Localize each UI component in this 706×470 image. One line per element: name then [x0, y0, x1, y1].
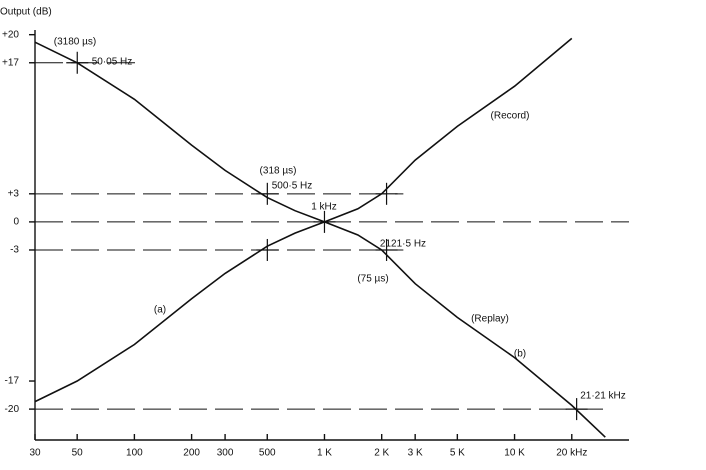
x-tick-label: 200 [183, 448, 200, 459]
x-tick-label: 20 kHz [556, 448, 587, 459]
x-tick-label: 50 [72, 448, 84, 459]
annotation: 1 kHz [311, 202, 337, 213]
annotation: (318 µs) [260, 166, 297, 177]
x-tick-label: 30 [29, 448, 41, 459]
annotation: (b) [514, 349, 526, 360]
x-tick-label: 10 K [504, 448, 525, 459]
x-tick-label: 300 [217, 448, 234, 459]
annotation: 500·5 Hz [272, 181, 313, 192]
y-tick-label: -3 [10, 245, 19, 256]
x-tick-label: 3 K [408, 448, 423, 459]
y-axis-label: Output (dB) [0, 7, 52, 18]
x-tick-label: 500 [259, 448, 276, 459]
annotation: (a) [154, 305, 166, 316]
x-tick-label: 1 K [317, 448, 332, 459]
y-tick-label: +20 [2, 29, 19, 40]
annotation: (3180 µs) [54, 37, 96, 48]
annotation: 50·05 Hz [92, 57, 133, 68]
y-tick-label: -17 [5, 376, 20, 387]
y-tick-label: +3 [8, 188, 20, 199]
annotation: (75 µs) [357, 274, 388, 285]
curve [34, 37, 573, 403]
y-tick-label: +17 [2, 57, 19, 68]
x-tick-label: 2 K [374, 448, 389, 459]
x-tick-label: 5 K [450, 448, 465, 459]
annotation: 2121·5 Hz [380, 239, 426, 250]
annotation: 21·21 kHz [580, 391, 626, 402]
x-tick-label: 100 [126, 448, 143, 459]
curve [34, 41, 606, 438]
y-tick-label: -20 [5, 404, 20, 415]
series-label: (Replay) [471, 314, 509, 325]
series-label: (Record) [491, 111, 530, 122]
y-tick-label: 0 [13, 217, 19, 228]
